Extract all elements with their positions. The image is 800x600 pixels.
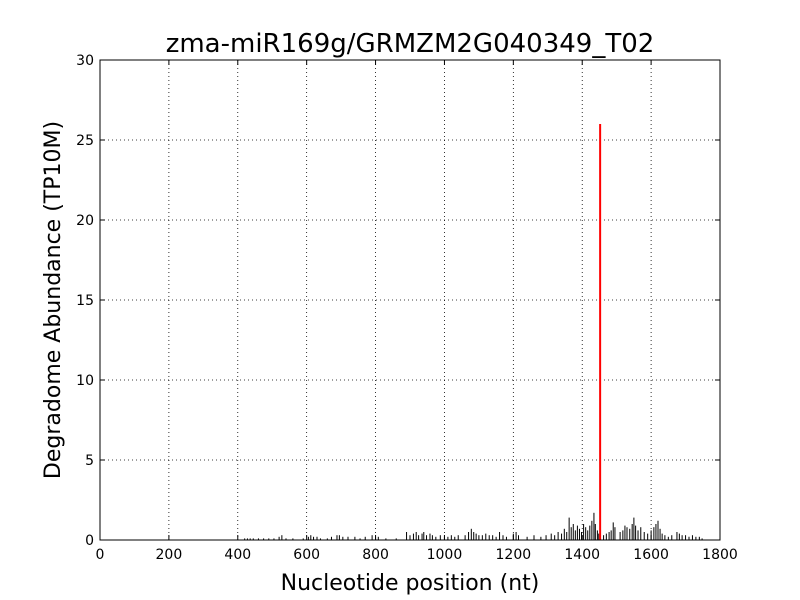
x-tick-label: 0: [96, 547, 105, 563]
x-tick-label: 1800: [702, 547, 738, 563]
y-tick-label: 5: [85, 453, 94, 469]
x-tick-label: 1000: [427, 547, 463, 563]
x-axis-ticks: 0 200 400 600 800 1000 1200 1400 1600 1800: [96, 60, 738, 563]
y-tick-label: 25: [76, 133, 94, 149]
x-tick-label: 1600: [633, 547, 669, 563]
y-tick-label: 10: [76, 373, 94, 389]
y-tick-label: 20: [76, 213, 94, 229]
chart-title: zma-miR169g/GRMZM2G040349_T02: [166, 29, 655, 59]
y-axis-label: Degradome Abundance (TP10M): [41, 121, 66, 479]
y-tick-label: 30: [76, 53, 94, 69]
x-tick-label: 1200: [496, 547, 532, 563]
y-tick-label: 15: [76, 293, 94, 309]
degradome-bars: [244, 512, 703, 540]
x-tick-label: 1400: [564, 547, 600, 563]
y-axis-ticks: 0 5 10 15 20 25 30: [76, 53, 720, 549]
x-tick-label: 200: [156, 547, 183, 563]
y-tick-label: 0: [85, 533, 94, 549]
grid: [100, 60, 720, 540]
x-tick-label: 600: [293, 547, 320, 563]
x-axis-label: Nucleotide position (nt): [281, 571, 540, 596]
x-tick-label: 800: [362, 547, 389, 563]
x-tick-label: 400: [224, 547, 251, 563]
